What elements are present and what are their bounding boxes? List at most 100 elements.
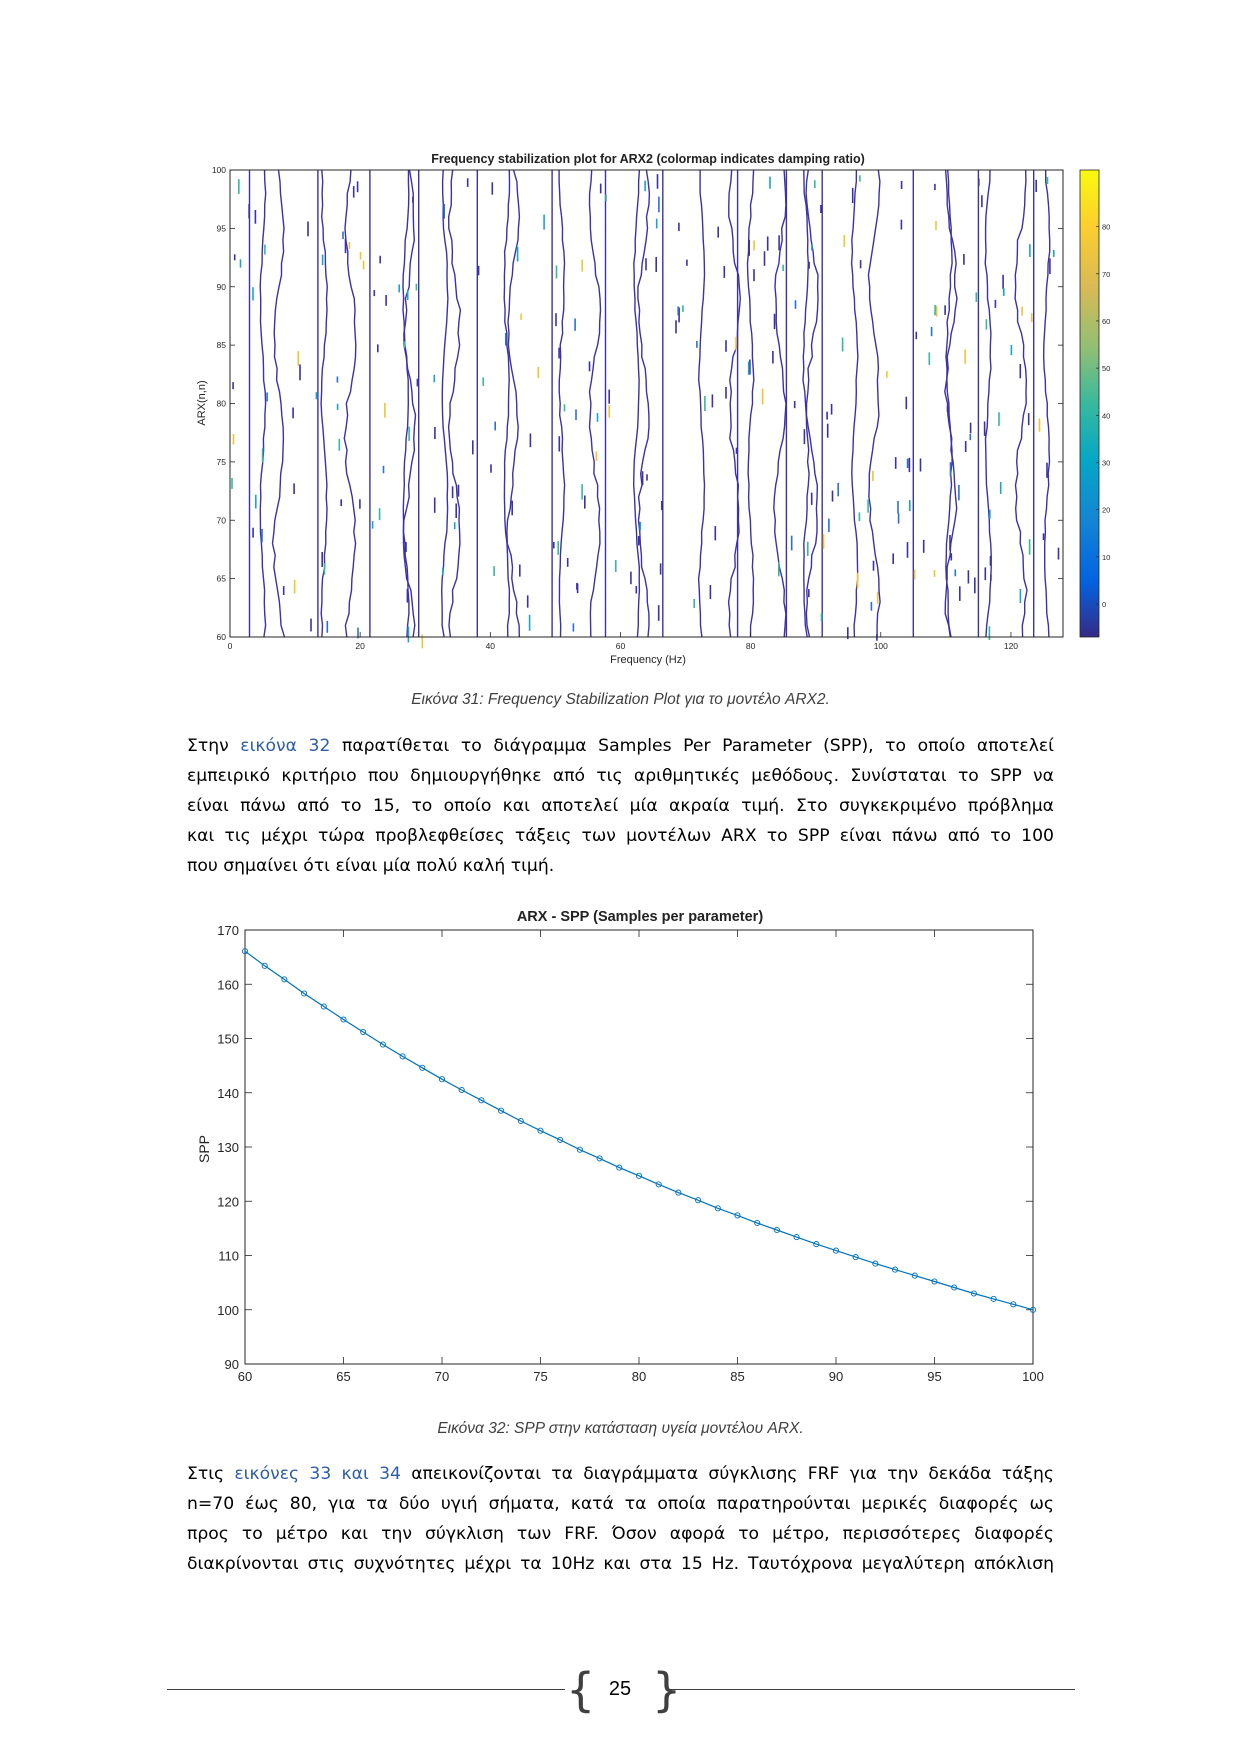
pole-mark xyxy=(1027,413,1030,426)
pole-mark xyxy=(1029,244,1031,257)
pole-mark xyxy=(352,186,355,198)
y-tick-label: 60 xyxy=(217,632,227,642)
pole-mark xyxy=(371,521,374,529)
pole-mark xyxy=(905,396,908,410)
stable-pole-line xyxy=(1014,169,1028,638)
spp-point xyxy=(813,1241,820,1248)
pole-mark xyxy=(605,194,607,202)
spp-point xyxy=(675,1189,682,1196)
pole-mark xyxy=(293,483,295,494)
pole-mark xyxy=(769,176,771,189)
pole-mark xyxy=(526,595,529,608)
pole-mark xyxy=(841,337,844,352)
stable-pole-line xyxy=(867,169,881,637)
pole-mark xyxy=(336,403,339,410)
pole-mark xyxy=(553,542,555,549)
pole-mark xyxy=(232,382,234,390)
spp-point xyxy=(892,1266,899,1273)
stable-pole-line xyxy=(259,169,267,638)
pole-mark xyxy=(315,392,318,400)
pole-mark xyxy=(958,484,960,501)
pole-mark xyxy=(928,352,931,365)
pole-mark xyxy=(511,500,513,516)
pole-mark xyxy=(293,579,296,594)
pole-mark xyxy=(711,394,714,408)
pole-mark xyxy=(867,499,869,513)
pole-mark xyxy=(357,627,359,639)
pole-mark xyxy=(252,287,254,301)
pole-mark xyxy=(1031,313,1033,323)
pole-mark xyxy=(385,295,387,306)
pole-mark xyxy=(1042,533,1045,540)
figures-33-34-link[interactable]: εικόνες 33 και 34 xyxy=(234,1464,401,1484)
spp-point xyxy=(872,1260,879,1267)
pole-mark xyxy=(909,500,911,512)
spp-point xyxy=(931,1278,938,1285)
pole-mark xyxy=(261,528,263,543)
pole-mark xyxy=(572,623,575,632)
spp-point xyxy=(458,1086,465,1094)
pole-mark xyxy=(872,560,875,571)
pole-mark xyxy=(323,563,326,575)
pole-mark xyxy=(773,313,776,330)
pole-mark xyxy=(975,292,978,302)
stable-pole-line xyxy=(588,169,602,638)
pole-mark xyxy=(433,374,436,383)
pole-mark xyxy=(292,407,294,419)
pole-mark xyxy=(379,255,381,264)
pole-mark xyxy=(248,204,250,219)
pole-mark xyxy=(645,258,647,271)
pole-mark xyxy=(608,389,610,404)
pole-mark xyxy=(356,181,359,193)
spp-point xyxy=(970,1290,977,1297)
spp-point xyxy=(734,1212,741,1219)
pole-mark xyxy=(231,478,233,489)
text-run: απεικονίζονται τα διαγράμματα σύγκλισης … xyxy=(400,1464,1054,1484)
pole-mark xyxy=(254,209,257,224)
x-tick-label: 75 xyxy=(533,1369,547,1384)
y-tick-label: 100 xyxy=(217,1303,239,1318)
stable-pole-line xyxy=(503,169,511,638)
stable-pole-line xyxy=(1042,170,1051,638)
footer-rule-right xyxy=(668,1689,1075,1690)
spp-line-chart: ARX - SPP (Samples per parameter) 60 65 70… xyxy=(196,909,1044,1384)
pole-mark xyxy=(964,349,966,364)
pole-mark xyxy=(378,508,381,521)
spp-point xyxy=(616,1164,623,1171)
pole-mark xyxy=(338,438,341,451)
pole-mark xyxy=(412,196,414,203)
y-axis-label: SPP xyxy=(196,1135,212,1163)
colorbar-tick-label: 80 xyxy=(1102,223,1110,232)
pole-mark xyxy=(266,392,268,402)
text-run: Στις xyxy=(187,1464,235,1484)
stable-pole-line xyxy=(850,169,859,638)
pole-mark xyxy=(988,626,991,640)
pole-mark xyxy=(421,634,424,649)
paragraph-line: και τις μέχρι τώρα προβλεφθείσες τάξεις … xyxy=(187,826,1054,846)
figure-32-link[interactable]: εικόνα 32 xyxy=(240,736,331,756)
pole-mark xyxy=(1038,418,1041,432)
pole-mark xyxy=(310,618,312,632)
pole-mark xyxy=(1057,547,1060,560)
pole-mark xyxy=(655,256,657,272)
spp-point xyxy=(596,1155,603,1162)
x-tick-label: 80 xyxy=(746,641,756,651)
pole-mark xyxy=(735,447,738,454)
colorbar-tick-labels: 0 10 20 30 40 50 60 70 80 xyxy=(1096,223,1110,609)
spp-point xyxy=(1029,1306,1037,1313)
pole-mark xyxy=(608,405,610,418)
footer-rule-left xyxy=(167,1689,565,1690)
pole-mark xyxy=(949,462,952,477)
y-tick-labels: 90 100 110 120 130 140 150 160 170 xyxy=(217,923,239,1372)
spp-point xyxy=(990,1295,997,1302)
spp-point xyxy=(793,1234,800,1241)
pole-mark xyxy=(682,305,684,312)
pole-mark xyxy=(794,300,797,309)
pole-mark xyxy=(989,509,991,519)
paragraph-line: εμπειρικό κριτήριο που δημιουργήθηκε από… xyxy=(187,766,1054,786)
pole-mark xyxy=(906,458,909,468)
stable-pole-line xyxy=(945,169,953,638)
pole-mark xyxy=(897,501,899,514)
pole-mark xyxy=(828,518,830,533)
spp-point xyxy=(832,1247,840,1254)
